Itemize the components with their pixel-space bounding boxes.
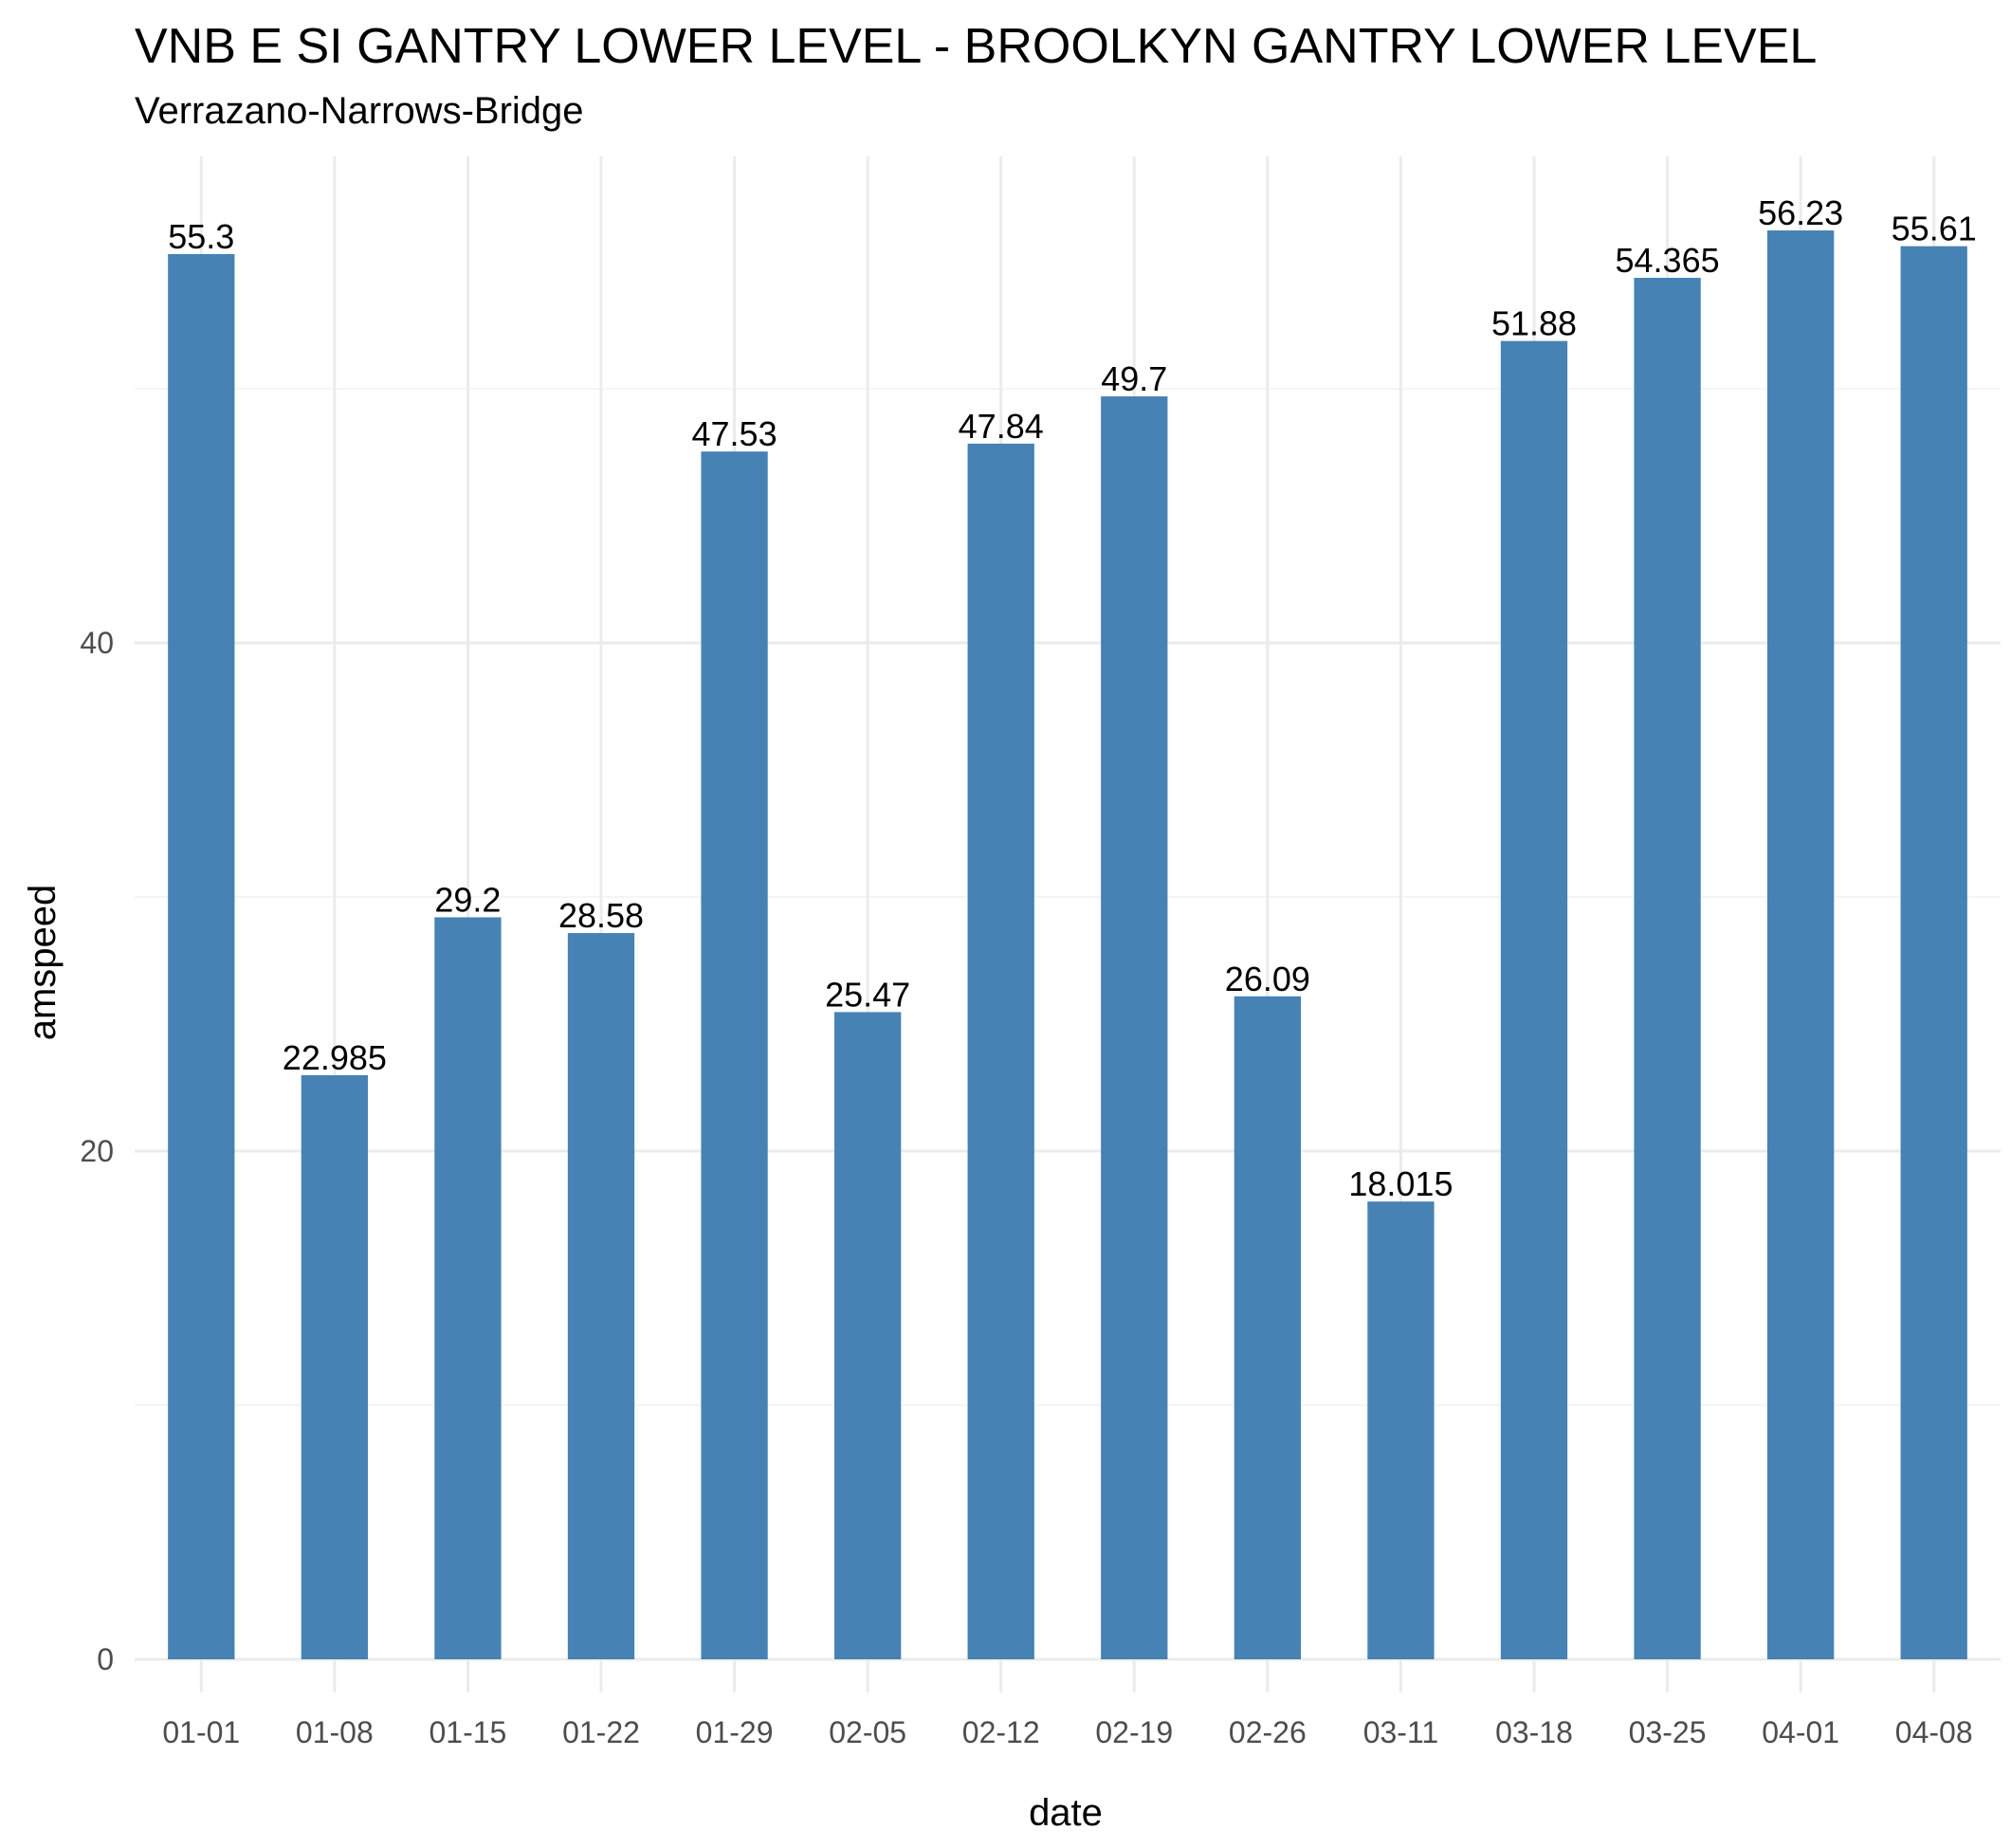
bar xyxy=(1367,1201,1435,1659)
x-tick-label: 04-08 xyxy=(1895,1715,1973,1749)
bar xyxy=(567,933,635,1659)
bar xyxy=(1101,396,1168,1659)
bar xyxy=(1234,996,1301,1659)
x-axis-ticks: 01-01 01-08 01-15 01-22 01-29 02-05 02-12 02-19… xyxy=(162,1715,1972,1749)
x-tick-label: 02-19 xyxy=(1095,1715,1173,1749)
y-tick-label: 0 xyxy=(97,1642,114,1676)
gridlines xyxy=(135,156,2001,1692)
x-tick-label: 01-08 xyxy=(296,1715,374,1749)
x-tick-label: 02-12 xyxy=(962,1715,1040,1749)
bar xyxy=(967,443,1034,1660)
bar-value-label: 29.2 xyxy=(434,880,501,919)
y-tick-label: 20 xyxy=(80,1134,114,1168)
bar-value-label: 55.61 xyxy=(1892,210,1977,248)
chart-subtitle: Verrazano-Narrows-Bridge xyxy=(135,90,584,132)
bar-value-label: 51.88 xyxy=(1491,304,1577,343)
bar-value-label: 47.53 xyxy=(692,414,777,453)
data-labels: 55.3 22.985 29.2 28.58 47.53 25.47 47.84 49.7 26… xyxy=(168,193,1977,1203)
bar-value-label: 25.47 xyxy=(825,975,910,1014)
bar xyxy=(301,1075,368,1659)
chart-title: VNB E SI GANTRY LOWER LEVEL - BROOLKYN G… xyxy=(135,19,1817,74)
bars xyxy=(168,230,1967,1660)
bar-value-label: 26.09 xyxy=(1225,960,1310,998)
bar-value-label: 55.3 xyxy=(168,217,234,256)
y-tick-label: 40 xyxy=(80,626,114,660)
x-tick-label: 02-05 xyxy=(829,1715,906,1749)
bar xyxy=(1900,246,1967,1660)
y-axis-ticks: 0 20 40 xyxy=(80,626,114,1676)
bar xyxy=(434,917,502,1659)
bar-value-label: 54.365 xyxy=(1616,241,1720,280)
bar xyxy=(701,451,768,1659)
bar xyxy=(1767,230,1835,1659)
bar xyxy=(1500,340,1568,1660)
bar xyxy=(1634,278,1701,1659)
x-tick-label: 01-22 xyxy=(562,1715,640,1749)
x-tick-label: 03-11 xyxy=(1363,1715,1438,1749)
bar xyxy=(168,253,235,1660)
x-tick-label: 01-29 xyxy=(696,1715,774,1749)
bar-value-label: 47.84 xyxy=(959,407,1044,446)
x-tick-label: 02-26 xyxy=(1229,1715,1307,1749)
bar xyxy=(834,1012,902,1659)
bar-value-label: 56.23 xyxy=(1758,193,1843,232)
bar-value-label: 28.58 xyxy=(558,896,644,935)
x-axis-title: date xyxy=(1029,1792,1103,1834)
x-tick-label: 04-01 xyxy=(1762,1715,1839,1749)
bar-value-label: 22.985 xyxy=(283,1038,387,1077)
bar-value-label: 18.015 xyxy=(1348,1164,1453,1203)
y-axis-title: amspeed xyxy=(22,885,64,1041)
x-tick-label: 03-18 xyxy=(1495,1715,1573,1749)
x-tick-label: 03-25 xyxy=(1629,1715,1707,1749)
x-tick-label: 01-01 xyxy=(162,1715,240,1749)
x-tick-label: 01-15 xyxy=(430,1715,507,1749)
bar-value-label: 49.7 xyxy=(1101,359,1167,398)
